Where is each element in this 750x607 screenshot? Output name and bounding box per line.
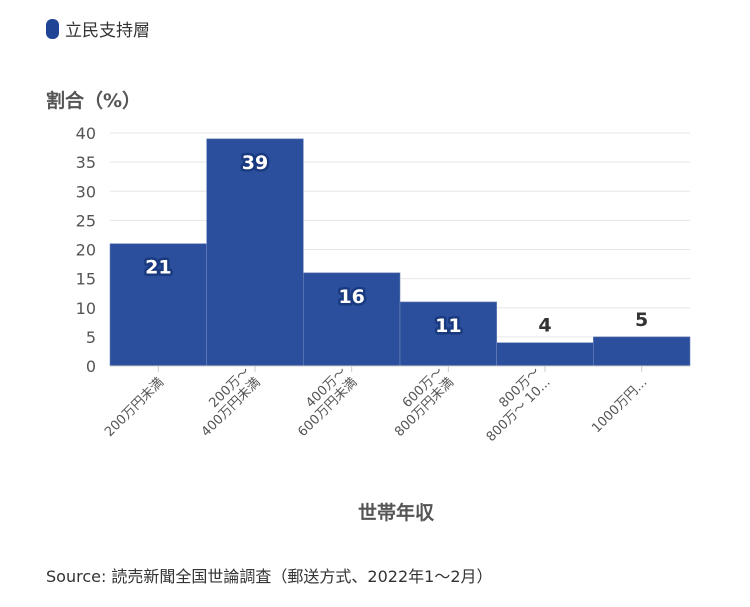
bar	[303, 272, 401, 367]
data-label: 39	[242, 152, 268, 174]
legend: 立民支持層	[46, 16, 150, 41]
data-label: 5	[635, 309, 648, 331]
x-tick-label: 200万〜400万円未満	[188, 364, 264, 440]
y-tick-label: 15	[76, 270, 96, 289]
data-label: 4	[538, 315, 551, 337]
data-label: 21	[145, 257, 171, 279]
y-tick-label: 35	[76, 153, 96, 172]
legend-label: 立民支持層	[65, 21, 150, 41]
y-axis-title: 割合（%）	[46, 90, 142, 112]
y-tick-label: 5	[86, 328, 96, 347]
data-label: 16	[338, 286, 364, 308]
bar	[399, 301, 497, 367]
legend-swatch	[46, 18, 59, 39]
y-tick-label: 25	[76, 211, 96, 230]
x-tick-label: 400万〜600万円未満	[285, 364, 361, 440]
bar	[206, 138, 304, 367]
bar	[593, 336, 691, 367]
x-tick-label: 1000万円...	[589, 375, 650, 436]
x-tick-label: 200万円未満	[102, 375, 167, 440]
x-tick-label: 800万〜800万〜 10...	[473, 364, 554, 445]
x-axis-title: 世帯年収	[358, 502, 435, 524]
y-tick-label: 10	[76, 299, 96, 318]
source-note: Source: 読売新聞全国世論調査（郵送方式、2022年1〜2月）	[46, 567, 493, 586]
x-tick-label-line: 1000万円...	[589, 375, 650, 436]
y-tick-label: 20	[76, 241, 96, 260]
y-tick-label: 40	[76, 124, 96, 143]
y-tick-label: 30	[76, 182, 96, 201]
data-label: 11	[435, 315, 461, 337]
x-tick-label-line: 200万円未満	[102, 375, 167, 440]
x-tick-label: 600万〜800万円未満	[381, 364, 457, 440]
bar	[496, 342, 594, 367]
y-tick-label: 0	[86, 357, 96, 376]
